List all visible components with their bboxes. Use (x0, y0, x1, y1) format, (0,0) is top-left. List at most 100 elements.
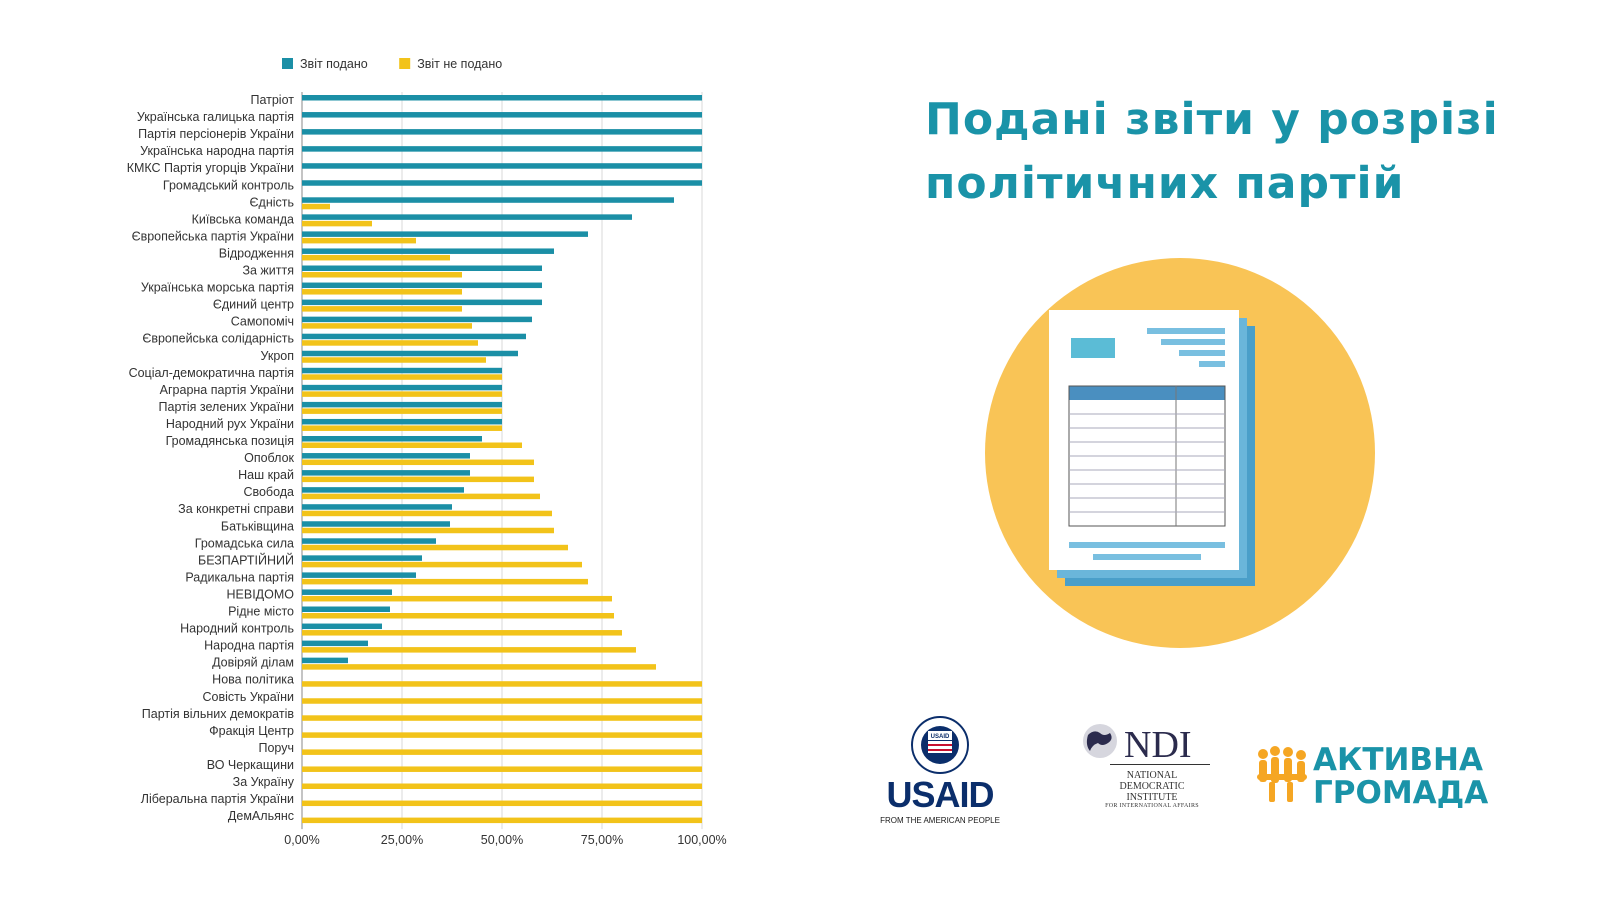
bar-submitted (302, 589, 392, 595)
legend-swatch (282, 58, 293, 69)
y-tick-label: Українська галицька партія (137, 110, 294, 124)
y-tick-label: За життя (242, 264, 294, 278)
bar-submitted (302, 180, 702, 186)
bar-not-submitted (302, 374, 502, 380)
y-tick-label: КМКС Партія угорців України (127, 161, 294, 175)
y-tick-label: ВО Черкащини (207, 758, 294, 772)
x-tick-label: 50,00% (481, 833, 523, 847)
y-tick-label: Європейська солідарність (142, 332, 294, 346)
bar-not-submitted (302, 766, 702, 772)
bar-not-submitted (302, 289, 462, 295)
y-tick-label: Партія персіонерів України (138, 127, 294, 141)
bar-submitted (302, 163, 702, 169)
bar-not-submitted (302, 203, 330, 210)
legend-swatch (399, 58, 411, 69)
y-tick-label: Громадська сила (195, 536, 294, 550)
bar-not-submitted (302, 681, 702, 687)
bar-not-submitted (302, 510, 552, 517)
aktyvna-hromada-logo: АКТИВНА ГРОМАДА (1255, 742, 1495, 812)
bar-not-submitted (302, 561, 582, 568)
bar-not-submitted (302, 800, 702, 807)
bar-submitted (302, 401, 502, 408)
y-tick-label: Народна партія (204, 639, 294, 653)
bar-not-submitted (302, 442, 522, 448)
y-tick-label: Європейська партія України (132, 229, 294, 243)
bar-submitted (302, 555, 422, 561)
bar-not-submitted (302, 425, 502, 431)
ndi-name: NATIONAL DEMOCRATIC INSTITUTE (1119, 770, 1185, 803)
usaid-seal-icon: USAID (911, 716, 969, 774)
ndi-subtitle: FOR INTERNATIONAL AFFAIRS (1105, 803, 1199, 809)
bar-not-submitted (302, 578, 588, 585)
bar-submitted (302, 129, 702, 135)
bar-submitted (302, 623, 382, 630)
bar-submitted (302, 470, 470, 476)
y-tick-label: Єдність (250, 195, 294, 209)
y-tick-label: Партія вільних демократів (142, 707, 295, 721)
bar-not-submitted (302, 493, 540, 500)
y-tick-label: Народний контроль (180, 622, 294, 636)
ag-line2: ГРОМАДА (1313, 775, 1489, 811)
bar-not-submitted (302, 357, 486, 363)
usaid-word: USAID (886, 774, 994, 815)
y-tick-label: Укроп (260, 349, 294, 363)
legend-label: Звіт подано (300, 57, 368, 71)
globe-icon (1083, 724, 1117, 758)
y-tick-label: Батьківщина (221, 519, 294, 533)
bar-not-submitted (302, 476, 534, 483)
y-tick-label: Київська команда (192, 212, 294, 226)
chart-legend: Звіт подано Звіт не подано (282, 57, 502, 71)
aktyvna-hromada-text: АКТИВНА ГРОМАДА (1313, 744, 1488, 810)
chart-bars (302, 95, 702, 824)
y-tick-label: Відродження (219, 246, 294, 260)
bar-not-submitted (302, 220, 372, 227)
bar-submitted (302, 231, 588, 237)
ndi-rule (1110, 764, 1210, 765)
bar-submitted (302, 350, 518, 357)
bar-submitted (302, 436, 482, 442)
bar-submitted (302, 146, 702, 152)
bar-not-submitted (302, 732, 702, 738)
ndi-wordmark: NDI (1124, 724, 1192, 766)
bar-submitted (302, 316, 532, 323)
y-tick-label: Самопоміч (231, 315, 294, 329)
bar-not-submitted (302, 272, 462, 278)
x-axis-labels: 0,00% 25,00% 50,00% 75,00% 100,00% (284, 833, 726, 847)
y-tick-label: Совість України (203, 690, 294, 704)
bar-submitted (302, 299, 542, 306)
bar-submitted (302, 248, 554, 254)
y-tick-label: Радикальна партія (185, 570, 294, 584)
bar-not-submitted (302, 527, 554, 534)
bar-not-submitted (302, 254, 450, 261)
bar-submitted (302, 197, 674, 203)
bar-not-submitted (302, 715, 702, 721)
bar-not-submitted (302, 340, 478, 346)
bar-submitted (302, 487, 464, 493)
y-tick-label: НЕВІДОМО (227, 587, 295, 601)
y-tick-label: Нова політика (212, 673, 294, 687)
bar-submitted (302, 572, 416, 578)
bar-submitted (302, 214, 632, 220)
bar-submitted (302, 453, 470, 459)
y-tick-label: Фракція Центр (209, 724, 294, 738)
bar-not-submitted (302, 323, 472, 329)
y-tick-label: Народний рух України (166, 417, 294, 431)
people-icon (1257, 746, 1307, 802)
document-report-icon (985, 258, 1375, 648)
bar-submitted (302, 384, 502, 391)
bar-not-submitted (302, 391, 502, 397)
y-tick-label: За конкретні справи (178, 502, 294, 516)
legend-label: Звіт не подано (417, 57, 502, 71)
bar-not-submitted (302, 408, 502, 414)
bar-submitted (302, 333, 526, 340)
y-tick-label: Поруч (258, 741, 294, 755)
x-tick-label: 0,00% (284, 833, 319, 847)
bar-chart: Звіт подано Звіт не подано Патріот Українс… (127, 57, 727, 847)
y-tick-label: Свобода (243, 485, 294, 499)
bar-submitted (302, 112, 702, 118)
bar-submitted (302, 606, 390, 612)
bar-not-submitted (302, 459, 534, 466)
y-tick-label: БЕЗПАРТІЙНИЙ (198, 552, 294, 567)
usaid-seal-text: USAID (931, 734, 950, 740)
y-tick-label: Наш край (238, 468, 294, 482)
